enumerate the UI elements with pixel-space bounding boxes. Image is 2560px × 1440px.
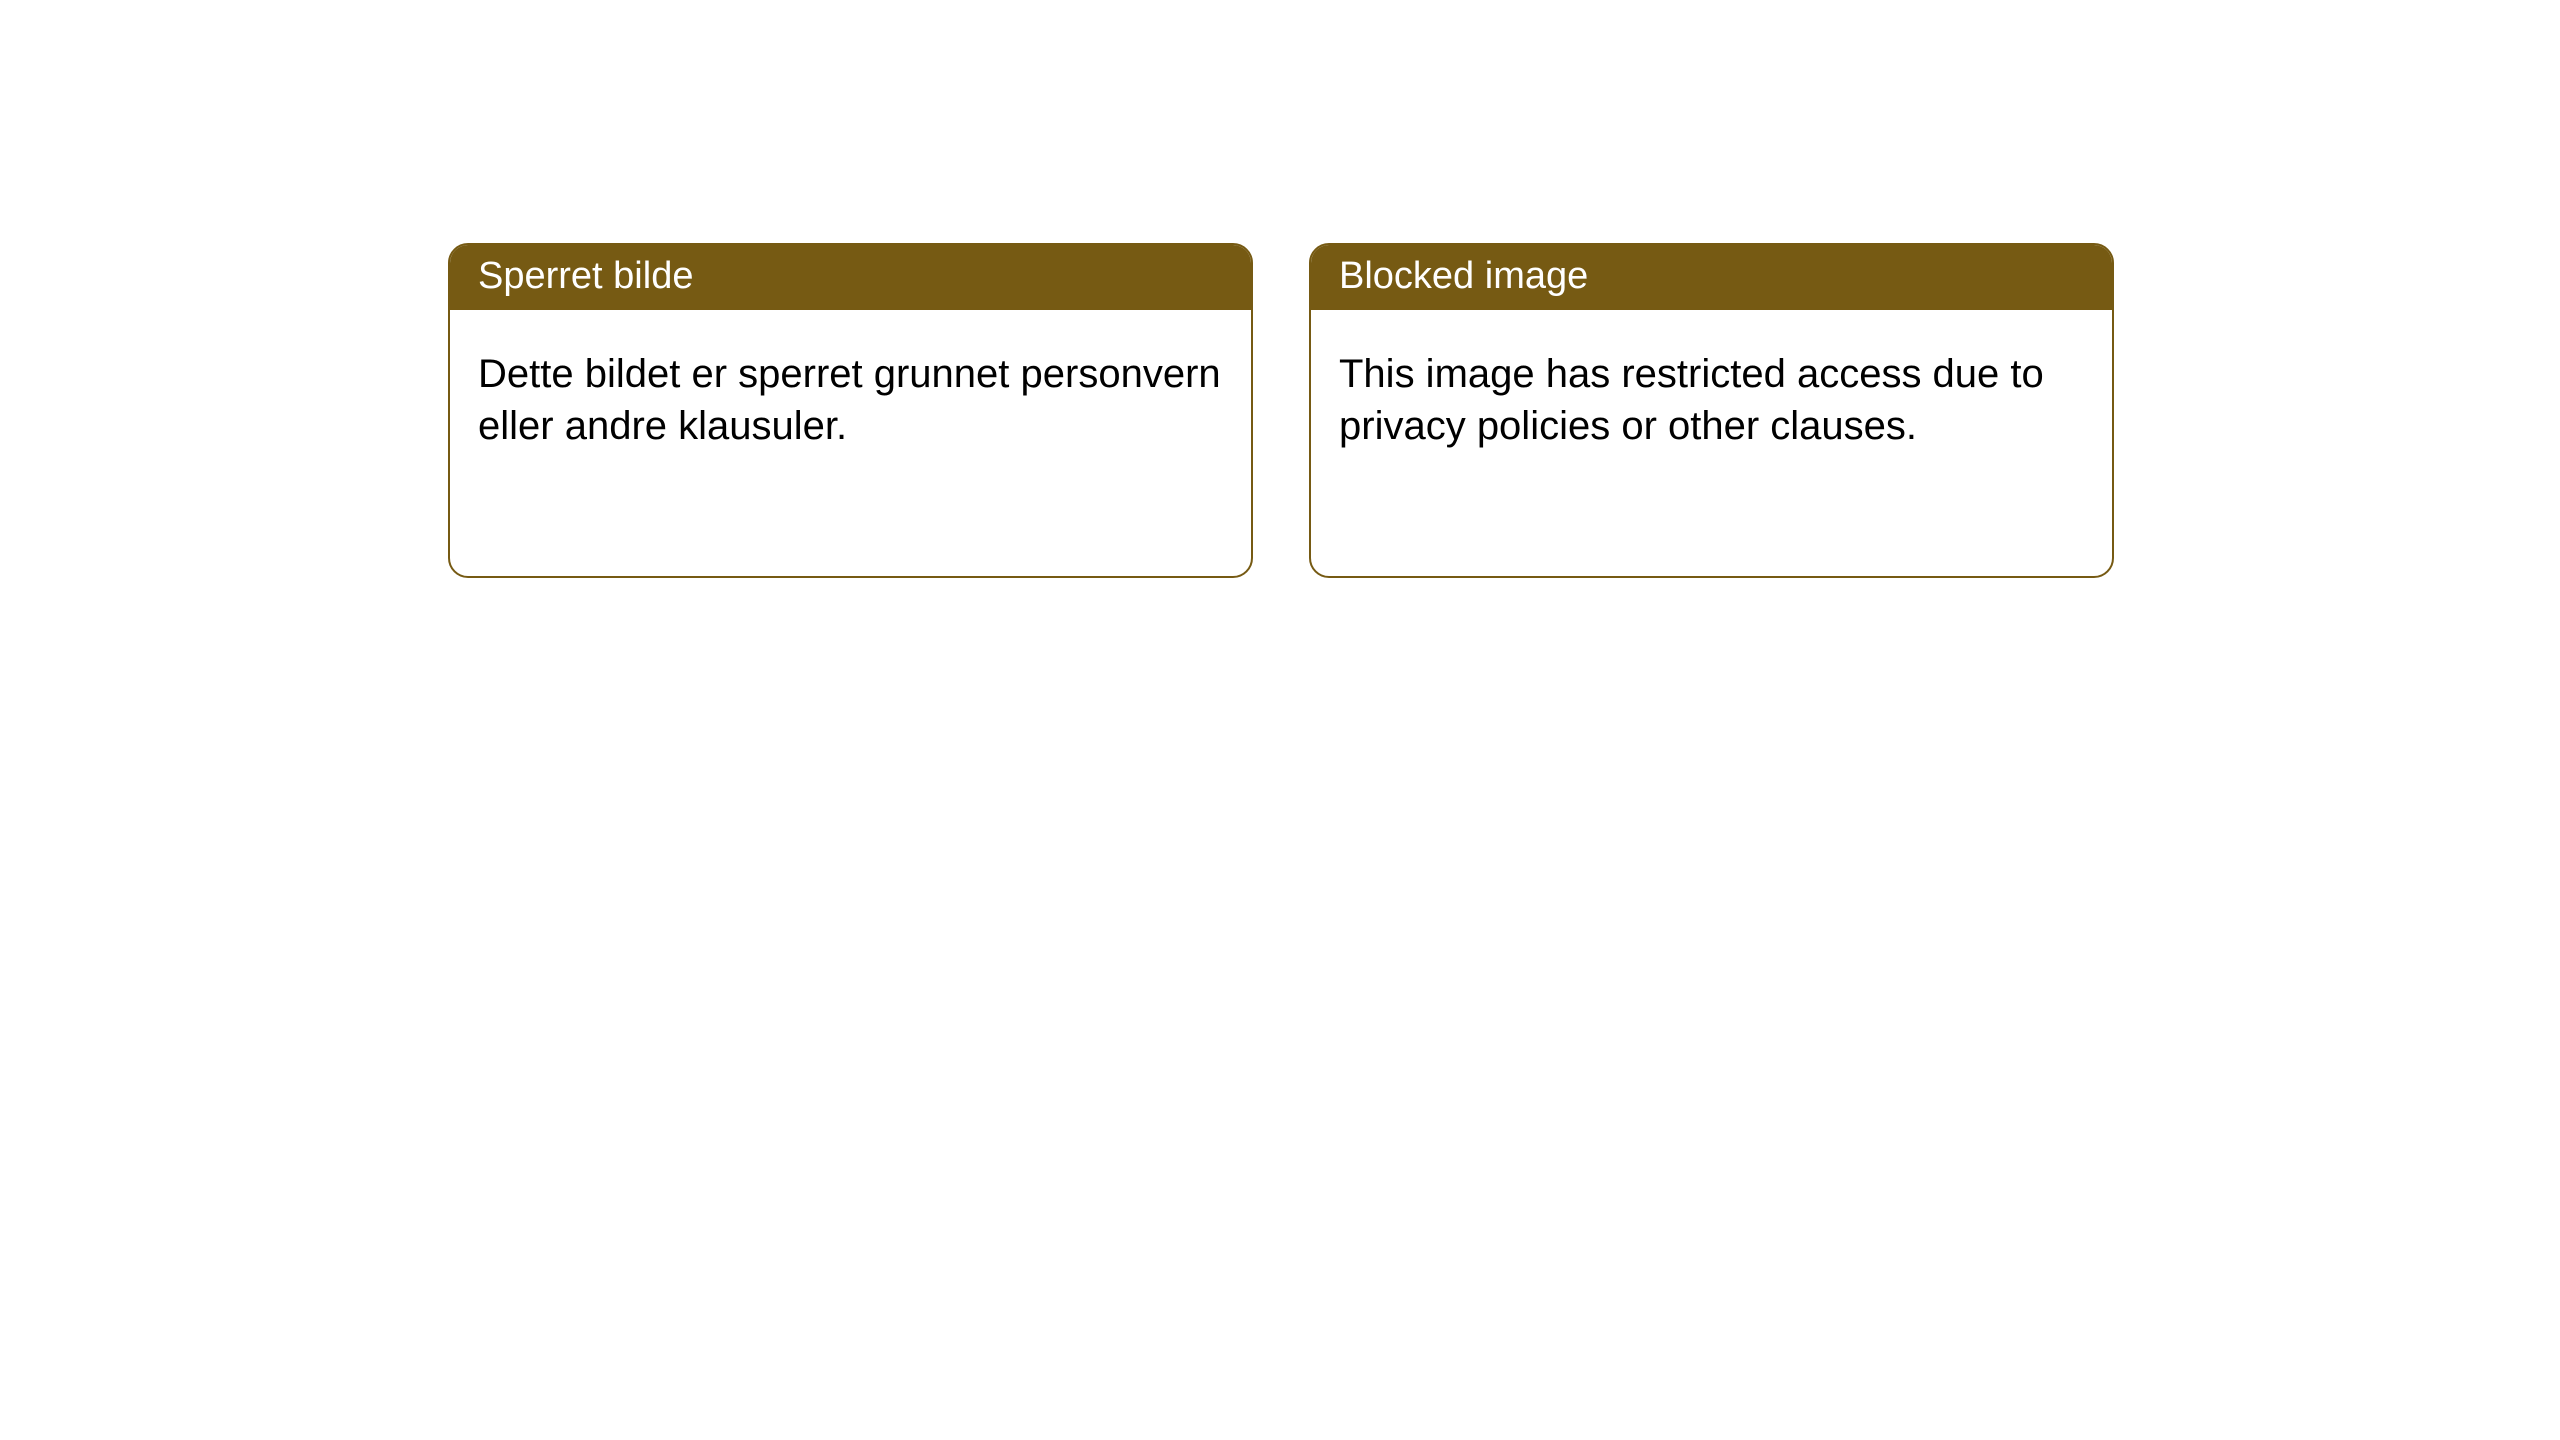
card-header: Blocked image	[1311, 245, 2112, 310]
card-body: This image has restricted access due to …	[1311, 310, 2112, 490]
blocked-image-card-norwegian: Sperret bilde Dette bildet er sperret gr…	[448, 243, 1253, 578]
cards-container: Sperret bilde Dette bildet er sperret gr…	[0, 0, 2560, 578]
blocked-image-card-english: Blocked image This image has restricted …	[1309, 243, 2114, 578]
card-header: Sperret bilde	[450, 245, 1251, 310]
card-body: Dette bildet er sperret grunnet personve…	[450, 310, 1251, 490]
